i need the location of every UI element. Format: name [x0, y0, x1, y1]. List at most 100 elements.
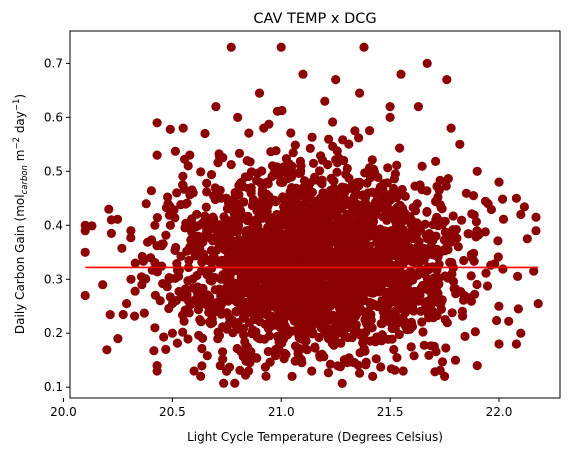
scatter-point — [255, 178, 266, 188]
scatter-point — [286, 172, 297, 182]
scatter-point — [361, 360, 371, 370]
scatter-point — [413, 102, 423, 112]
scatter-point — [320, 96, 330, 106]
scatter-point — [531, 226, 541, 236]
scatter-point — [516, 209, 526, 220]
scatter-point — [332, 275, 342, 285]
scatter-point — [323, 160, 333, 170]
scatter-point — [371, 354, 381, 364]
scatter-point — [297, 204, 307, 214]
scatter-point — [167, 328, 177, 338]
scatter-point — [331, 75, 341, 85]
scatter-point — [152, 267, 162, 277]
scatter-point — [338, 199, 348, 209]
scatter-point — [165, 220, 175, 230]
scatter-point — [401, 243, 411, 253]
scatter-point — [202, 300, 212, 310]
scatter-point — [284, 233, 294, 243]
scatter-point — [383, 163, 393, 173]
scatter-point — [339, 355, 349, 365]
scatter-point — [235, 285, 246, 295]
scatter-point — [315, 293, 325, 303]
scatter-point — [435, 200, 445, 210]
scatter-point — [513, 304, 524, 314]
scatter-point — [392, 160, 402, 170]
scatter-point — [221, 193, 231, 203]
scatter-point — [533, 299, 543, 309]
scatter-point — [202, 187, 212, 197]
scatter-point — [196, 371, 206, 381]
scatter-point — [355, 368, 365, 378]
scatter-point — [265, 313, 275, 323]
scatter-point — [155, 296, 165, 306]
scatter-point — [349, 208, 359, 218]
scatter-point — [137, 251, 147, 262]
scatter-point — [216, 258, 226, 268]
scatter-point — [511, 193, 521, 203]
scatter-point — [204, 307, 214, 317]
scatter-point — [285, 304, 295, 314]
scatter-point — [328, 231, 338, 241]
scatter-point — [272, 209, 282, 220]
scatter-point — [409, 306, 419, 316]
scatter-point — [410, 181, 420, 191]
scatter-point — [450, 355, 461, 365]
scatter-point — [117, 243, 127, 253]
scatter-point — [519, 202, 530, 212]
scatter-point — [315, 350, 325, 360]
scatter-point — [340, 332, 350, 342]
scatter-point — [347, 291, 357, 302]
scatter-point — [163, 192, 173, 202]
scatter-point — [424, 265, 434, 275]
scatter-point — [493, 236, 503, 246]
scatter-point — [102, 345, 112, 355]
scatter-point — [277, 270, 287, 280]
scatter-point — [240, 172, 250, 182]
scatter-point — [325, 359, 335, 369]
scatter-point — [118, 309, 128, 320]
scatter-point — [417, 317, 427, 327]
scatter-point — [150, 220, 160, 230]
y-tick-label: 0.5 — [44, 164, 63, 178]
scatter-point — [379, 312, 389, 322]
scatter-point — [197, 343, 207, 354]
scatter-point — [310, 172, 320, 182]
scatter-point — [419, 255, 429, 265]
scatter-point — [378, 212, 388, 222]
scatter-point — [363, 188, 373, 198]
scatter-point — [289, 191, 299, 201]
scatter-point — [248, 242, 259, 252]
scatter-point — [180, 223, 190, 233]
scatter-point — [317, 229, 327, 239]
scatter-point — [328, 117, 338, 127]
scatter-point — [303, 278, 313, 288]
scatter-point — [389, 344, 399, 355]
scatter-point — [307, 366, 317, 376]
scatter-point — [265, 357, 275, 367]
y-tick-label: 0.7 — [44, 56, 63, 70]
scatter-point — [422, 186, 432, 196]
scatter-point — [321, 238, 331, 248]
scatter-point — [392, 271, 402, 281]
scatter-point — [164, 303, 174, 314]
scatter-point — [441, 343, 451, 353]
scatter-point — [340, 183, 350, 193]
scatter-point — [244, 366, 254, 376]
scatter-point — [386, 308, 396, 318]
scatter-point — [336, 235, 346, 245]
scatter-point — [267, 276, 277, 286]
scatter-point — [287, 161, 297, 171]
scatter-point — [272, 313, 282, 323]
scatter-point — [239, 197, 249, 207]
scatter-point — [295, 267, 305, 277]
y-tick-label: 0.6 — [44, 110, 63, 124]
x-tick-label: 20.0 — [50, 405, 77, 419]
scatter-point — [229, 240, 239, 250]
scatter-point — [214, 330, 225, 341]
scatter-point — [448, 276, 459, 287]
scatter-point — [482, 281, 493, 291]
scatter-point — [162, 282, 172, 292]
scatter-point — [299, 343, 309, 353]
scatter-point — [303, 194, 313, 204]
